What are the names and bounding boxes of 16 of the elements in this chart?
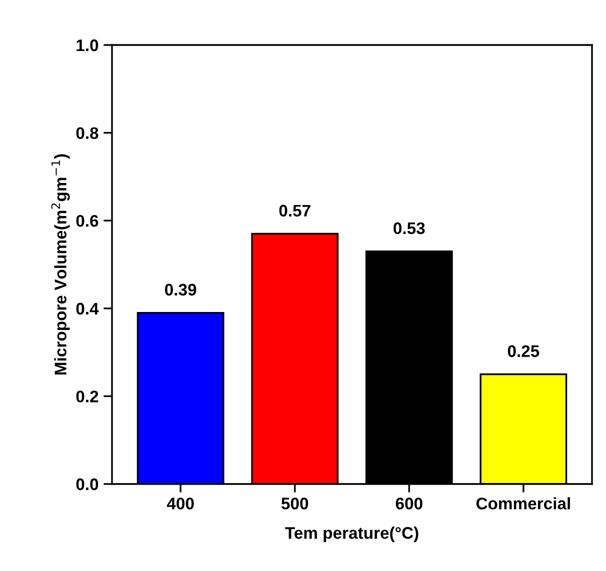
y-tick-label: 0.8 [76,127,98,140]
x-tick-label: 500 [281,498,308,510]
data-label: 0.39 [165,284,196,296]
data-label: 0.53 [394,222,425,234]
data-label: 0.25 [508,345,540,358]
y-tick-label: 0.0 [76,478,98,490]
y-tick-label: 1.0 [76,39,98,52]
y-axis-title: Micropore Volume(m$^{2}$gm$^{−1}$) [51,154,70,374]
y-tick-label: 0.6 [76,215,98,227]
x-axis-title: Tem perature(°C) [285,526,418,542]
x-tick-label: 400 [166,498,194,510]
y-tick-label: 0.2 [76,390,98,402]
data-label: 0.57 [279,204,310,217]
y-tick-label: 0.4 [76,302,99,315]
x-tick-label: 600 [396,498,422,510]
x-tick-label: Commercial [476,497,570,510]
